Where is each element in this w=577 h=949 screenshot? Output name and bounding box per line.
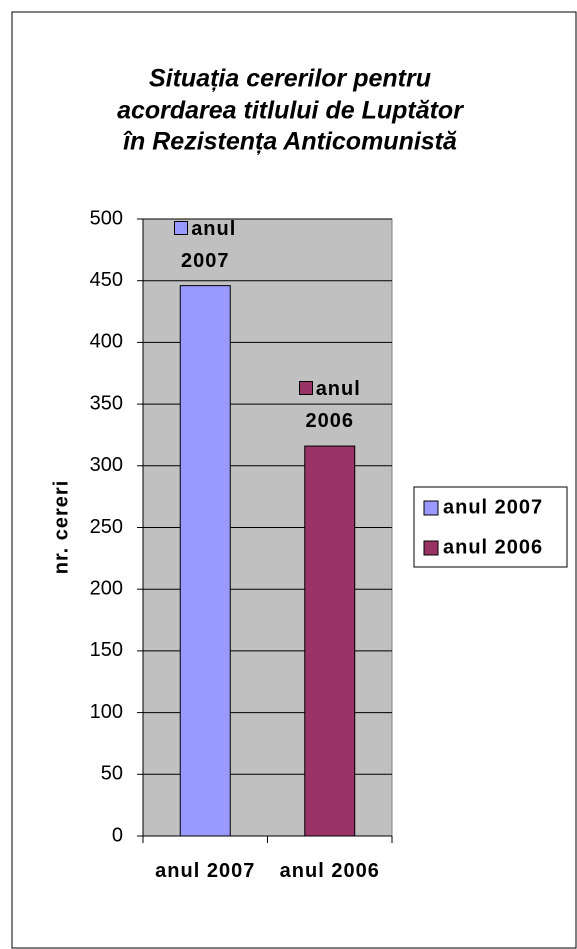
data-label-box: anul 2007: [150, 213, 260, 277]
y-tick-label: 200: [90, 577, 123, 599]
y-tick-label: 300: [90, 454, 123, 476]
legend-label: anul 2006: [443, 536, 543, 558]
data-label-text: anul 2007: [181, 217, 237, 272]
data-label-box: anul 2006: [275, 373, 385, 437]
y-tick-label: 150: [90, 639, 123, 661]
data-label-text: anul 2006: [305, 378, 361, 433]
data-label: anul 2007: [150, 213, 260, 277]
legend-label: anul 2007: [443, 496, 543, 518]
x-tick-label: anul 2007: [150, 855, 260, 887]
legend-key: [423, 500, 439, 516]
y-tick-label: 50: [101, 763, 123, 785]
legend-key: [423, 540, 439, 556]
x-tick-label-text: anul 2007: [155, 860, 256, 882]
legend: [413, 486, 568, 568]
y-tick-label: 100: [90, 701, 123, 723]
y-tick-label: 0: [112, 824, 123, 846]
chart-title: Situația cererilor pentru: [149, 65, 431, 93]
x-tick-label-box: anul 2006: [275, 855, 385, 887]
legend-key: [298, 381, 313, 396]
x-tick-label-box: anul 2007: [150, 855, 260, 887]
legend-key: [174, 220, 189, 235]
x-tick-label: anul 2006: [275, 855, 385, 887]
bar: [304, 445, 356, 837]
data-label: anul 2006: [275, 373, 385, 437]
x-tick-label-text: anul 2006: [279, 860, 380, 882]
y-tick-label: 450: [90, 269, 123, 291]
y-tick-label: 350: [90, 392, 123, 414]
y-tick-label: 400: [90, 331, 123, 353]
y-tick-label: 500: [90, 207, 123, 229]
chart-title: în Rezistența Anticomunistă: [123, 128, 457, 156]
chart-title: acordarea titlului de Luptător: [117, 97, 464, 125]
bar: [179, 285, 231, 837]
y-axis-label: nr. cereri: [50, 480, 72, 575]
y-tick-label: 250: [90, 516, 123, 538]
